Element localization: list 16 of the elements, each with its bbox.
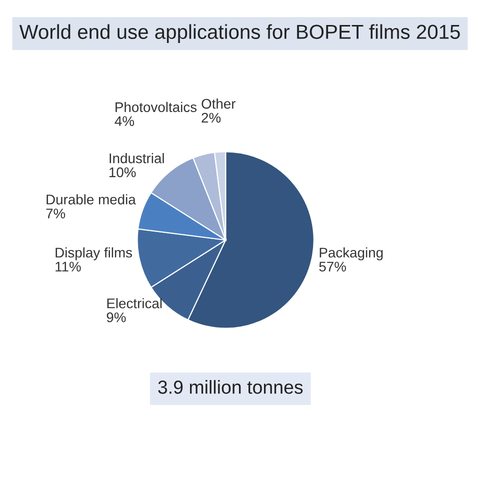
data-label: 2% [202, 112, 221, 123]
slice-label: Industrial [110, 153, 164, 164]
data-label: 11% [56, 262, 81, 272]
data-label: 10% [110, 167, 136, 178]
slice-label: Photovoltaics [116, 102, 197, 112]
data-label: 9% [106, 312, 126, 322]
slice-label: Other [202, 98, 236, 109]
chart-title: World end use applications for BOPET films 2015 [19, 24, 460, 43]
slice-label: Durable media [46, 194, 136, 204]
text: 3.9 million tonnes [158, 380, 303, 394]
slice-label: Display films [56, 247, 132, 260]
data-label: 57% [319, 262, 346, 272]
data-label: 7% [46, 208, 66, 218]
slice-label: Electrical [107, 298, 162, 308]
data-label: 4% [114, 116, 134, 126]
slice-label: Packaging [320, 247, 383, 260]
